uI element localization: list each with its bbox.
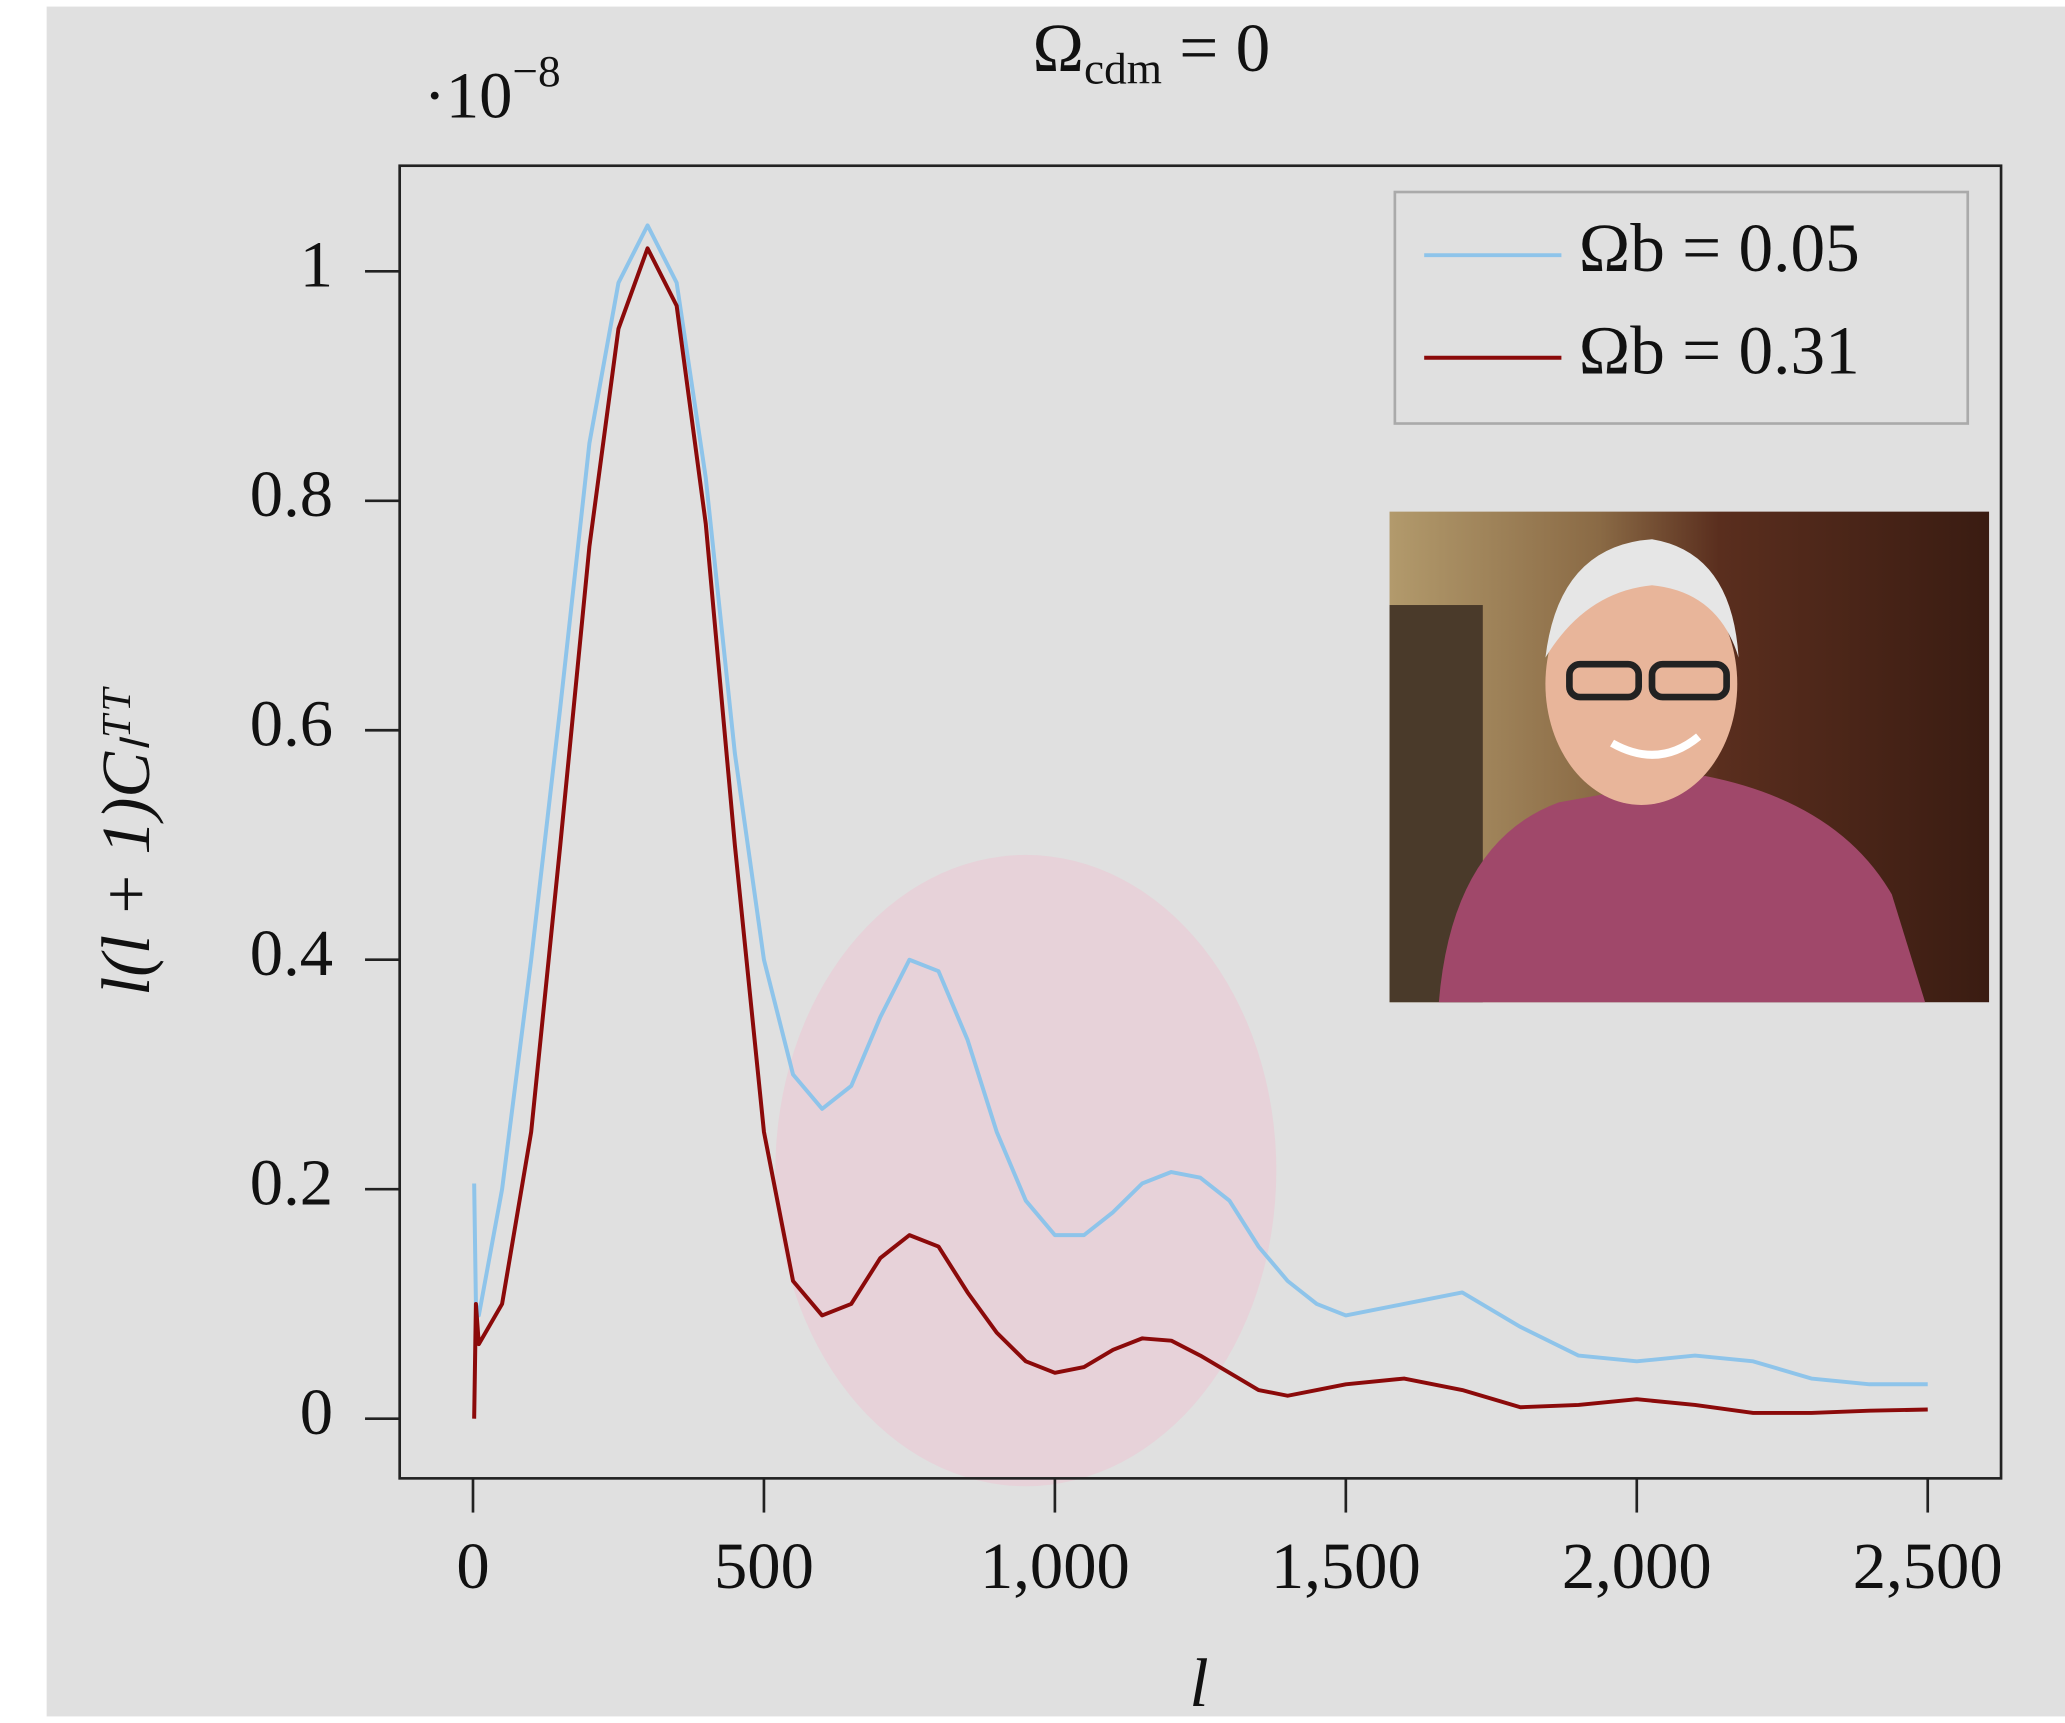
multiplier-exponent: −8 bbox=[512, 47, 560, 97]
x-tick-label: 2,000 bbox=[1562, 1531, 1712, 1604]
y-tick-label: 0.2 bbox=[250, 1147, 333, 1220]
y-tick-label: 1 bbox=[300, 229, 333, 302]
y-multiplier: ·10−8 bbox=[424, 47, 561, 133]
highlight-ellipse bbox=[775, 854, 1277, 1487]
legend-label: Ωb = 0.05 bbox=[1579, 210, 1860, 286]
x-tick-label: 0 bbox=[456, 1531, 489, 1604]
series-line bbox=[472, 223, 1928, 1387]
title-symbol: Ω bbox=[1033, 10, 1084, 86]
chart-title: Ωcdm = 0 bbox=[1033, 10, 1271, 94]
y-tick-label: 0 bbox=[300, 1376, 333, 1449]
y-axis-label: l(l + 1)Cₗᵀᵀ bbox=[88, 685, 164, 995]
series-line bbox=[472, 246, 1928, 1419]
title-rest: = 0 bbox=[1162, 10, 1270, 86]
x-axis-label: l bbox=[1189, 1645, 1208, 1721]
y-tick-label: 0.8 bbox=[250, 458, 333, 531]
x-tick-label: 1,000 bbox=[980, 1531, 1130, 1604]
x-tick-label: 500 bbox=[714, 1531, 814, 1604]
x-tick-label: 2,500 bbox=[1853, 1531, 2003, 1604]
legend-box bbox=[1393, 190, 1970, 425]
title-subscript: cdm bbox=[1084, 44, 1162, 94]
photo bbox=[1389, 511, 1990, 1003]
y-tick-label: 0.6 bbox=[250, 688, 333, 761]
legend-label: Ωb = 0.31 bbox=[1579, 313, 1860, 389]
y-tick-label: 0.4 bbox=[250, 917, 333, 990]
plot-frame bbox=[398, 164, 2003, 1480]
multiplier-base: ·10 bbox=[424, 60, 513, 133]
x-tick-label: 1,500 bbox=[1271, 1531, 1421, 1604]
